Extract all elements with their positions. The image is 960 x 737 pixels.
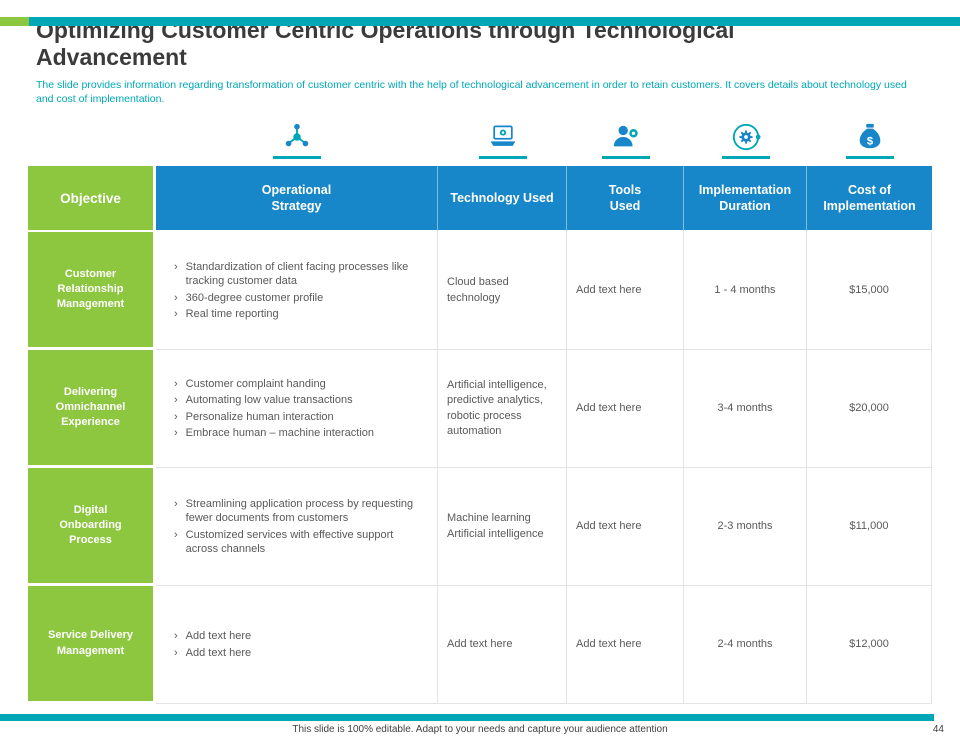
- objective-cell: Customer Relationship Management: [28, 232, 156, 351]
- technology-cell[interactable]: Add text here: [438, 586, 567, 705]
- duration-cell: 2-3 months: [684, 468, 807, 587]
- bullet-marker: ›: [174, 427, 178, 440]
- money-bag-icon: $: [855, 122, 885, 152]
- icon-underline: [721, 156, 770, 160]
- technology-cell: Cloud based technology: [438, 232, 567, 351]
- column-header-technology-used: Technology Used: [438, 166, 567, 233]
- bullet-item: › Customized services with effective supp…: [174, 528, 394, 556]
- gear-cycle-icon: [731, 122, 761, 152]
- bullet-marker: ›: [174, 377, 178, 390]
- tools-cell[interactable]: Add text here: [567, 468, 684, 587]
- bullet-item: › Embrace human – machine interaction: [174, 427, 374, 440]
- tools-cell[interactable]: Add text here: [567, 586, 684, 705]
- technology-cell: Artificial intelligence, predictive anal…: [438, 350, 567, 469]
- bullet-marker: ›: [174, 528, 178, 541]
- strategy-cell: › Standardization of client facing proces…: [156, 232, 438, 351]
- tools-cell[interactable]: Add text here: [567, 350, 684, 469]
- strategy-bullet-list: › Add text here › Add text here: [164, 623, 429, 666]
- objective-cell: Delivering Omnichannel Experience: [28, 350, 156, 469]
- objective-cell: Service Delivery Management: [28, 586, 156, 705]
- bullet-item: › Automating low value transactions: [174, 394, 353, 407]
- bullet-item: › Real time reporting: [174, 308, 279, 321]
- bullet-marker: ›: [174, 630, 178, 643]
- svg-text:$: $: [866, 136, 873, 148]
- duration-cell: 2-4 months: [684, 586, 807, 705]
- footer-accent-bar: [0, 714, 934, 721]
- column-header-implementation-duration: Implementation Duration: [684, 166, 807, 233]
- bullet-item: › Standardization of client facing proces…: [174, 260, 409, 288]
- laptop-gear-icon: [488, 122, 518, 152]
- bullet-marker: ›: [174, 260, 178, 273]
- bullet-marker: ›: [174, 410, 178, 423]
- bullet-item: › Streamlining application process by req…: [174, 497, 414, 525]
- strategy-bullet-list: › Streamlining application process by req…: [164, 491, 429, 563]
- slide-description: The slide provides information regarding…: [36, 78, 907, 105]
- bullet-marker: ›: [174, 497, 178, 510]
- column-header-operational-strategy: Operational Strategy: [156, 166, 438, 233]
- duration-cell: 3-4 months: [684, 350, 807, 469]
- bullet-marker: ›: [174, 308, 178, 321]
- icon-underline: [845, 156, 894, 160]
- icon-underline: [478, 156, 527, 160]
- bullet-item: › Personalize human interaction: [174, 410, 334, 423]
- bullet-marker: ›: [174, 291, 178, 304]
- bullet-marker: ›: [174, 646, 178, 659]
- duration-cell: 1 - 4 months: [684, 232, 807, 351]
- cost-cell: $20,000: [807, 350, 932, 469]
- strategy-cell: › Customer complaint handing › Automating …: [156, 350, 438, 469]
- bullet-item: › Customer complaint handing: [174, 377, 326, 390]
- objective-cell: Digital Onboarding Process: [28, 468, 156, 587]
- bullet-item: › Add text here: [174, 646, 252, 659]
- bullet-item: › Add text here: [174, 630, 252, 643]
- operations-table: Objective Operational Strategy Technolog…: [28, 166, 932, 705]
- top-accent-bar: [0, 17, 960, 26]
- column-header-objective: Objective: [28, 166, 156, 233]
- cost-cell: $15,000: [807, 232, 932, 351]
- strategy-cell[interactable]: › Add text here › Add text here: [156, 586, 438, 705]
- icon-underline: [601, 156, 650, 160]
- cost-cell: $11,000: [807, 468, 932, 587]
- column-header-tools-used: Tools Used: [567, 166, 684, 233]
- strategy-icon: [282, 122, 312, 152]
- green-accent-block: [0, 17, 29, 26]
- user-gear-icon: [611, 122, 641, 152]
- column-header-cost-of-implementation: Cost of Implementation: [807, 166, 932, 233]
- strategy-bullet-list: › Customer complaint handing › Automating …: [164, 371, 429, 447]
- strategy-cell: › Streamlining application process by req…: [156, 468, 438, 587]
- bullet-item: › 360-degree customer profile: [174, 291, 324, 304]
- tools-cell[interactable]: Add text here: [567, 232, 684, 351]
- strategy-bullet-list: › Standardization of client facing proces…: [164, 254, 429, 328]
- cost-cell: $12,000: [807, 586, 932, 705]
- footer-note: This slide is 100% editable. Adapt to yo…: [292, 724, 668, 735]
- technology-cell: Machine learning Artificial intelligence: [438, 468, 567, 587]
- icon-underline: [273, 156, 321, 160]
- column-icons-row: $: [28, 115, 932, 160]
- page-number: 44: [932, 724, 944, 735]
- bullet-marker: ›: [174, 394, 178, 407]
- icon-spacer: [28, 115, 156, 159]
